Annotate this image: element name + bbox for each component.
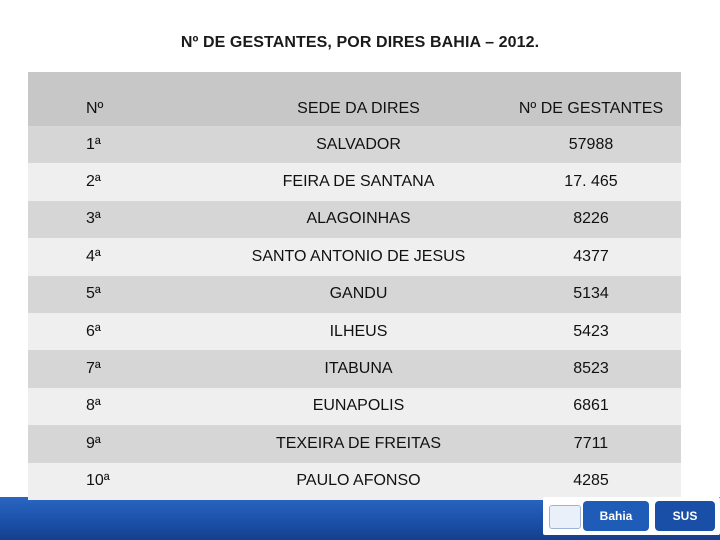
table-row: 6ª ILHEUS 5423 (28, 312, 681, 351)
cell-gestantes: 5423 (573, 322, 609, 340)
cell-gestantes: 4285 (573, 472, 609, 490)
table-row: 8ª EUNAPOLIS 6861 (28, 387, 681, 426)
footer-logos: Bahia SUS (543, 497, 720, 535)
cell-gestantes: 57988 (568, 135, 614, 153)
header-numero: Nº (86, 100, 104, 117)
cell-sede: FEIRA DE SANTANA (282, 173, 435, 191)
table-header-row: Nº SEDE DA DIRES Nº DE GESTANTES (28, 72, 681, 126)
table-row: 3ª ALAGOINHAS 8226 (28, 200, 681, 239)
cell-sede: GANDU (329, 285, 388, 303)
cell-sede: SANTO ANTONIO DE JESUS (251, 247, 466, 265)
cell-sede: ALAGOINHAS (306, 210, 411, 228)
cell-numero: 2ª (86, 173, 101, 191)
cell-numero: 3ª (86, 210, 101, 228)
cell-sede: SALVADOR (316, 135, 401, 153)
cell-sede: ITABUNA (324, 360, 393, 378)
bahia-logo: Bahia (583, 501, 649, 531)
sus-logo: SUS (655, 501, 715, 531)
cell-gestantes: 7711 (573, 434, 609, 452)
cell-sede: TEXEIRA DE FREITAS (275, 434, 442, 452)
cell-gestantes: 17. 465 (564, 173, 618, 191)
cell-gestantes: 8226 (573, 210, 609, 228)
cell-numero: 10ª (86, 472, 110, 490)
gestantes-table-container: Nº SEDE DA DIRES Nº DE GESTANTES 1ª SALV… (28, 72, 681, 500)
table-row: 9ª TEXEIRA DE FREITAS 7711 (28, 425, 681, 463)
cell-gestantes: 4377 (573, 247, 609, 265)
table-row: 5ª GANDU 5134 (28, 275, 681, 313)
cell-gestantes: 5134 (573, 285, 609, 303)
cell-sede: EUNAPOLIS (312, 397, 405, 415)
cell-sede: ILHEUS (329, 322, 388, 340)
cell-sede: PAULO AFONSO (296, 472, 421, 490)
cell-numero: 7ª (86, 360, 101, 378)
cell-numero: 5ª (86, 285, 101, 303)
table-row: 1ª SALVADOR 57988 (28, 126, 681, 164)
table-row: 2ª FEIRA DE SANTANA 17. 465 (28, 163, 681, 201)
cell-numero: 1ª (86, 135, 101, 153)
cell-numero: 4ª (86, 247, 101, 265)
cell-gestantes: 6861 (573, 397, 609, 415)
gestantes-table: Nº SEDE DA DIRES Nº DE GESTANTES 1ª SALV… (28, 72, 681, 500)
header-sede: SEDE DA DIRES (297, 100, 420, 117)
table-row: 4ª SANTO ANTONIO DE JESUS 4377 (28, 238, 681, 276)
table-row: 7ª ITABUNA 8523 (28, 350, 681, 388)
table-row: 10ª PAULO AFONSO 4285 (28, 462, 681, 500)
cell-numero: 8ª (86, 397, 101, 415)
cell-numero: 6ª (86, 322, 101, 340)
government-seal-icon (549, 505, 581, 529)
cell-gestantes: 8523 (573, 360, 609, 378)
cell-numero: 9ª (86, 434, 101, 452)
page-title: Nº DE GESTANTES, POR DIRES BAHIA – 2012. (180, 34, 540, 51)
header-gestantes: Nº DE GESTANTES (518, 100, 664, 117)
